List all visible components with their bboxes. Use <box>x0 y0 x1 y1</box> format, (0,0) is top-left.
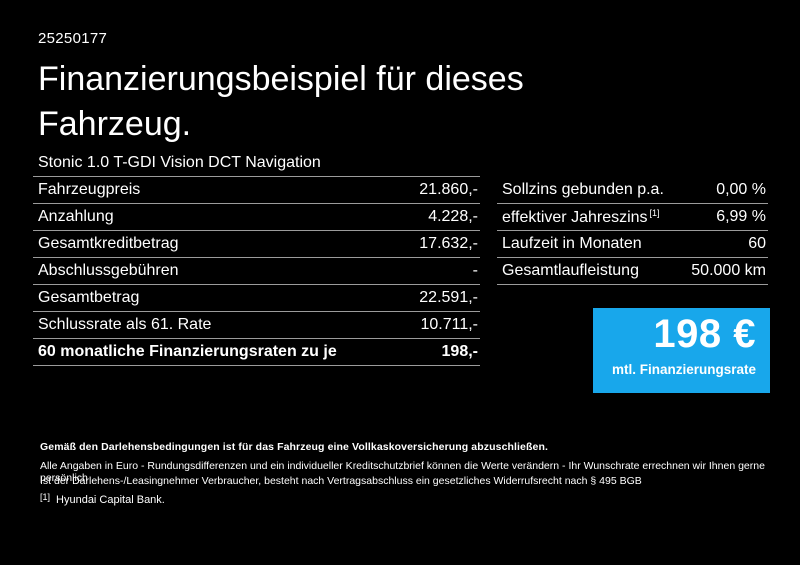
monthly-rate-caption: mtl. Finanzierungsrate <box>611 362 756 377</box>
rate-box: 198 € mtl. Finanzierungsrate <box>593 308 770 393</box>
row-label: Gesamtkreditbetrag <box>38 235 179 252</box>
row-label: Sollzins gebunden p.a. <box>502 181 664 198</box>
table-row-abschlussgebuehren: Abschlussgebühren - <box>33 258 480 285</box>
row-value: 198,- <box>441 343 478 360</box>
table-row-laufzeit: Laufzeit in Monaten 60 <box>497 231 768 258</box>
row-label: Gesamtlaufleistung <box>502 262 639 279</box>
row-value: 6,99 % <box>716 208 766 225</box>
row-label: effektiver Jahreszins [1] <box>502 207 660 226</box>
table-row-gesamtbetrag: Gesamtbetrag 22.591,- <box>33 285 480 312</box>
footnote-marker: [1] <box>40 492 51 502</box>
conditions-table: Sollzins gebunden p.a. 0,00 % effektiver… <box>497 177 768 285</box>
table-row-schlussrate: Schlussrate als 61. Rate 10.711,- <box>33 312 480 339</box>
legal-note-line1: Alle Angaben in Euro - Rundungsdifferenz… <box>40 460 765 484</box>
financing-table: Stonic 1.0 T-GDI Vision DCT Navigation F… <box>33 150 480 366</box>
row-label: Schlussrate als 61. Rate <box>38 316 212 333</box>
monthly-rate-amount: 198 € <box>653 312 756 356</box>
vehicle-model: Stonic 1.0 T-GDI Vision DCT Navigation <box>38 154 321 171</box>
row-label: Gesamtbetrag <box>38 289 140 306</box>
row-label: Anzahlung <box>38 208 114 225</box>
footnote-text: Hyundai Capital Bank. <box>56 494 165 506</box>
row-value: 21.860,- <box>419 181 478 198</box>
page-title: Finanzierungsbeispiel für dieses Fahrzeu… <box>38 60 524 143</box>
row-label: Abschlussgebühren <box>38 262 179 279</box>
row-value: 17.632,- <box>419 235 478 252</box>
footnote-reference: [1] <box>649 207 660 218</box>
table-row-fahrzeugpreis: Fahrzeugpreis 21.860,- <box>33 177 480 204</box>
table-row-monatsraten: 60 monatliche Finanzierungsraten zu je 1… <box>33 339 480 366</box>
row-label: 60 monatliche Finanzierungsraten zu je <box>38 343 337 360</box>
row-value: 22.591,- <box>419 289 478 306</box>
row-label: Fahrzeugpreis <box>38 181 141 198</box>
legal-note-line2: Ist der Darlehens-/Leasingnehmer Verbrau… <box>40 475 642 487</box>
table-row-effektiver-jahreszins: effektiver Jahreszins [1] 6,99 % <box>497 204 768 231</box>
insurance-note: Gemäß den Darlehensbedingungen ist für d… <box>40 441 548 453</box>
table-row-gesamtkreditbetrag: Gesamtkreditbetrag 17.632,- <box>33 231 480 258</box>
document-number: 25250177 <box>38 30 108 47</box>
row-value: 50.000 km <box>691 262 766 279</box>
row-label: Laufzeit in Monaten <box>502 235 642 252</box>
table-row-anzahlung: Anzahlung 4.228,- <box>33 204 480 231</box>
row-value: 60 <box>748 235 766 252</box>
footnote-bank: [1] Hyundai Capital Bank. <box>40 492 165 506</box>
vehicle-model-row: Stonic 1.0 T-GDI Vision DCT Navigation <box>33 150 480 177</box>
row-value: - <box>472 262 478 279</box>
table-row-gesamtlaufleistung: Gesamtlaufleistung 50.000 km <box>497 258 768 285</box>
row-value: 0,00 % <box>716 181 766 198</box>
table-row-sollzins: Sollzins gebunden p.a. 0,00 % <box>497 177 768 204</box>
row-value: 4.228,- <box>428 208 478 225</box>
row-value: 10.711,- <box>420 316 478 333</box>
